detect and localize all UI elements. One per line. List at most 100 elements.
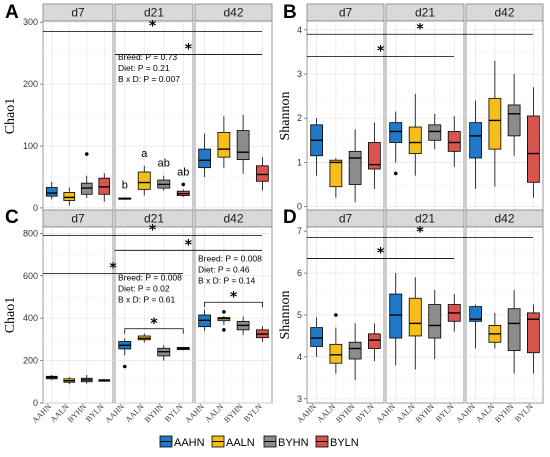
y-tick-label: 6 bbox=[297, 268, 302, 278]
panel-letter: D bbox=[283, 207, 297, 228]
significance-star: * bbox=[149, 19, 157, 35]
box-body bbox=[348, 341, 362, 360]
outlier-point bbox=[222, 328, 226, 332]
box-BYHN bbox=[507, 74, 521, 156]
plot-area bbox=[306, 20, 385, 212]
x-tick-label: AAHN bbox=[183, 402, 206, 425]
box-body bbox=[329, 159, 343, 188]
box-body bbox=[368, 333, 381, 349]
outlier-point bbox=[181, 182, 186, 187]
outlier-point bbox=[122, 364, 127, 369]
box-body bbox=[198, 148, 211, 169]
group-bracket-star: * bbox=[150, 316, 158, 332]
y-tick-label: 1 bbox=[297, 157, 302, 167]
box-BYLN bbox=[447, 294, 461, 332]
box-AALN bbox=[137, 165, 151, 196]
box-AAHN bbox=[469, 304, 482, 349]
y-tick-label: 4 bbox=[297, 25, 302, 35]
legend-label: AAHN bbox=[174, 437, 205, 449]
y-axis-label: Chao1 bbox=[3, 98, 18, 135]
box-BYLN bbox=[527, 304, 540, 374]
significance-letter: ab bbox=[158, 158, 170, 170]
box-BYHN bbox=[428, 289, 442, 359]
y-tick-label: 800 bbox=[23, 228, 38, 238]
box-BYLN bbox=[256, 157, 269, 191]
box-BYHN bbox=[80, 375, 93, 384]
y-tick-label: 7 bbox=[297, 226, 302, 236]
stats-text: Breed: P = 0.73 bbox=[118, 52, 177, 62]
box-BYHN bbox=[236, 316, 250, 336]
box-AALN bbox=[137, 333, 151, 343]
stats-text: Breed: P = 0.008 bbox=[198, 253, 262, 263]
stats-text: B x D: P = 0.14 bbox=[198, 275, 256, 285]
box-body bbox=[428, 304, 442, 339]
box-AAHN bbox=[118, 338, 132, 369]
box-body bbox=[527, 312, 540, 354]
x-tick-label: BYLN bbox=[434, 402, 456, 424]
box-BYLN bbox=[368, 323, 381, 362]
box-AALN bbox=[63, 377, 76, 385]
box-AAHN bbox=[389, 111, 403, 176]
panel-C: CChao1d7AAHNAALNBYHNBYLNd21AAHNAALNBYHNB… bbox=[3, 207, 273, 425]
box-AALN bbox=[408, 93, 422, 176]
stats-text: Breed: P = 0.008 bbox=[118, 272, 182, 282]
box-AAHN bbox=[198, 133, 211, 177]
box-BYLN bbox=[176, 346, 190, 351]
box-BYLN bbox=[256, 326, 269, 342]
plot-area bbox=[114, 226, 194, 404]
box-AALN bbox=[217, 310, 231, 332]
x-tick-label: AAHN bbox=[374, 402, 397, 425]
outlier-point bbox=[393, 171, 398, 176]
box-body bbox=[63, 192, 76, 201]
facet-label: d21 bbox=[415, 212, 435, 226]
group-bracket bbox=[204, 301, 263, 308]
box-body bbox=[428, 124, 442, 141]
box-AALN bbox=[488, 60, 502, 187]
significance-letter: b bbox=[122, 179, 128, 191]
box-body bbox=[507, 308, 521, 352]
significance-star: * bbox=[185, 41, 193, 57]
box-body bbox=[256, 165, 269, 182]
y-tick-label: 0 bbox=[297, 202, 302, 212]
stats-text: Diet: P = 0.46 bbox=[198, 264, 250, 274]
box-BYHN bbox=[236, 115, 250, 174]
significance-star: * bbox=[185, 237, 193, 253]
plot-area bbox=[42, 226, 114, 404]
significance-star: * bbox=[377, 245, 385, 261]
box-AAHN bbox=[310, 317, 323, 357]
box-body bbox=[389, 122, 403, 143]
stats-text: B x D: P = 0.007 bbox=[118, 74, 180, 84]
box-BYHN bbox=[348, 323, 362, 380]
legend-label: BYHN bbox=[278, 437, 309, 449]
facet-label: d7 bbox=[339, 212, 353, 226]
x-tick-label: BYHN bbox=[334, 402, 357, 425]
y-tick-label: 0 bbox=[33, 398, 38, 408]
plot-area bbox=[194, 20, 273, 212]
box-AALN bbox=[408, 277, 422, 370]
box-body bbox=[368, 142, 381, 170]
box-AALN bbox=[488, 312, 502, 349]
x-tick-label: AALN bbox=[474, 402, 496, 424]
box-body bbox=[137, 171, 151, 190]
box-AAHN bbox=[389, 273, 403, 366]
y-tick-label: 100 bbox=[23, 141, 38, 151]
facet-label: d7 bbox=[339, 6, 353, 20]
facet-label: d7 bbox=[71, 212, 85, 226]
x-tick-label: BYLN bbox=[242, 402, 264, 424]
facet-label: d7 bbox=[71, 6, 85, 20]
box-body bbox=[348, 150, 362, 185]
box-body bbox=[527, 115, 540, 183]
x-tick-label: AAHN bbox=[295, 402, 318, 425]
y-tick-label: 300 bbox=[23, 17, 38, 27]
x-tick-label: AALN bbox=[395, 402, 417, 424]
box-AAHN bbox=[469, 100, 482, 189]
box-BYHN bbox=[428, 113, 442, 150]
significance-star: * bbox=[377, 43, 385, 59]
facet-label: d21 bbox=[415, 6, 435, 20]
y-tick-label: 4 bbox=[297, 352, 302, 362]
group-bracket bbox=[124, 328, 184, 334]
x-tick-label: AALN bbox=[203, 402, 225, 424]
x-tick-label: BYLN bbox=[354, 402, 376, 424]
box-body bbox=[447, 131, 461, 152]
